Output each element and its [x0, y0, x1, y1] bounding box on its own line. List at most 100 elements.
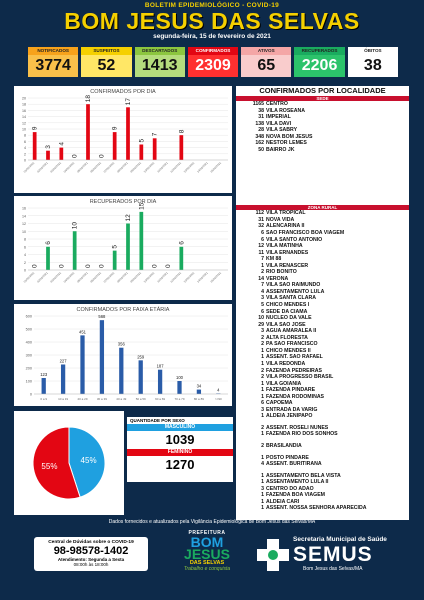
locality-name: ALDEIA CARÍ	[266, 498, 300, 505]
age-group-panel: CONFIRMADOS POR FAIXA ETÁRIA 0 100 200 300 4…	[14, 304, 232, 406]
locality-name: ASSENTAMENTO LULA II	[266, 479, 329, 486]
y-tick-label: 600	[26, 315, 32, 319]
locality-name: VILA SANTA CLARA	[266, 295, 316, 302]
locality-count: 11	[258, 249, 264, 256]
locality-count: 1	[261, 262, 264, 269]
list-item: 1 POSTO PINDARÉ	[236, 455, 409, 462]
y-tick-label: 12	[22, 222, 26, 226]
x-tick-label: 13/02/2021	[183, 161, 196, 174]
x-tick-label: 30 a 39	[97, 397, 107, 401]
y-tick-label: 16	[22, 207, 26, 211]
list-item: 1 CHICO MENDES II	[236, 348, 409, 355]
x-tick-label: 10 a 19	[58, 397, 68, 401]
sex-pie-chart: 45% 55%	[32, 426, 106, 500]
locality-name: BAIRRO JK	[266, 146, 295, 153]
data-label: 18	[85, 95, 92, 103]
bar	[99, 320, 105, 394]
list-item: 6 SÃO FRANCISCO BOA VIAGEM	[236, 230, 409, 237]
x-tick-label: 07/02/2021	[103, 271, 116, 284]
data-label: 5	[112, 245, 119, 249]
locality-count: 3	[261, 295, 264, 302]
stat-label: CONFIRMADOS	[187, 47, 239, 55]
contact-phone[interactable]: 98-98578-1402	[53, 545, 129, 557]
data-label: 15	[138, 202, 145, 210]
list-item: 1 ALDEIA JENIPAPO	[236, 413, 409, 420]
pref-name2: JESUS	[184, 546, 230, 562]
locality-count: 31	[258, 114, 264, 121]
locality-name: FAZENDA PINDARÉ	[266, 387, 316, 394]
male-value: 1039	[165, 432, 195, 447]
locality-count: 7	[261, 282, 264, 289]
list-item: 50 BAIRRO JK	[236, 147, 409, 154]
locality-count: 38	[258, 107, 264, 114]
recovered-per-day-chart: 0246810121416001/02/2021602/02/2021003/0…	[22, 202, 228, 284]
locality-name: ASSENT. SÃO RAFAEL	[266, 354, 323, 361]
locality-count: 1	[261, 387, 264, 394]
semus-logo: Secretaria Municipal de Saúde SEMUS Bom …	[255, 533, 395, 577]
pref-name3: DAS SELVAS	[189, 560, 225, 566]
stat-value: 3774	[28, 55, 79, 77]
bar	[139, 211, 144, 270]
locality-count: 2	[261, 367, 264, 374]
pref-slogan: Trabalho e conquista	[183, 566, 231, 572]
locality-name: CHICO MENDES II	[266, 347, 311, 354]
y-tick-label: 400	[26, 341, 32, 345]
bar	[196, 389, 202, 394]
sex-pie-panel: 45% 55%	[14, 411, 124, 515]
x-tick-label: 60 a 69	[155, 397, 165, 401]
confirmed-per-day-chart: 0 2 4 6 8 10 12 14 16 18 20 9 01/02/2021 3 02/02/2021 4…	[22, 95, 228, 174]
x-tick-label: 09/02/2021	[129, 161, 142, 174]
list-item: 1 ALDEIA CARÍ	[236, 499, 409, 506]
locality-name: VILA GOIANIA	[266, 380, 302, 387]
y-tick-label: 0	[30, 393, 32, 397]
semus-line1: Secretaria Municipal de Saúde	[293, 536, 387, 543]
list-item: 1165 CENTRO	[236, 101, 409, 108]
data-label: 0	[165, 264, 172, 268]
rural-list-3: 2 BRASILANDIA	[236, 443, 409, 450]
locality-count: 12	[258, 243, 264, 250]
list-item: 2 FAZENDA PEDREIRAS	[236, 368, 409, 375]
x-tick-label: 13/02/2021	[183, 271, 196, 284]
locality-name: SEDE DA CIAMA	[266, 308, 308, 315]
x-tick-label: 20 a 29	[77, 397, 87, 401]
data-label: 356	[118, 342, 126, 347]
list-item: 6 VILA SANTO ANTONIO	[236, 237, 409, 244]
locality-count: 3	[261, 485, 264, 492]
y-tick-label: 10	[22, 128, 26, 132]
list-item: 32 ALENCARINA II	[236, 223, 409, 230]
y-tick-label: 0	[24, 269, 26, 273]
locality-count: 1	[261, 498, 264, 505]
locality-name: NOVA VIDA	[266, 216, 295, 223]
list-item: 2 ASSENT. ROSELI NUNES	[236, 425, 409, 432]
pie-label: 55%	[41, 462, 57, 471]
data-label: 8	[178, 129, 185, 133]
locality-name: VILA SABRY	[266, 127, 298, 134]
female-label: FEMININO	[127, 449, 233, 456]
locality-count: 32	[258, 223, 264, 230]
data-label: 0	[72, 154, 79, 158]
data-label: 6	[178, 241, 185, 245]
y-tick-label: 12	[22, 121, 26, 125]
recovered-per-day-panel: RECUPERADOS POR DIA 0 2 4 6 8 10 12 14 16 0 01/02/…	[14, 196, 232, 300]
y-tick-label: 4	[24, 146, 26, 150]
data-label: 7	[152, 132, 159, 136]
locality-count: 1	[261, 393, 264, 400]
list-item: 1 ASSENT. SÃO RAFAEL	[236, 354, 409, 361]
locality-name: SÃO FRANCISCO BOA VIAGEM	[266, 230, 345, 237]
semus-line2: Bom Jesus das Selvas/MA	[303, 566, 363, 572]
locality-name: ALTA FLORESTA	[266, 334, 308, 341]
data-label: 187	[157, 364, 165, 369]
x-tick-label: 02/02/2021	[36, 271, 49, 284]
report-header: BOLETIM EPIDEMIOLÓGICO - COVID-19 BOM JE…	[0, 0, 424, 46]
x-tick-label: 0 a 9	[40, 397, 47, 401]
locality-count: 2	[261, 442, 264, 449]
bar	[59, 147, 64, 160]
locality-count: 7	[261, 256, 264, 263]
locality-count: 138	[255, 120, 264, 127]
data-label: 227	[60, 358, 68, 363]
x-tick-label: 10/02/2021	[143, 271, 156, 284]
x-tick-label: 12/02/2021	[169, 271, 182, 284]
list-item: 38 VILA ROSEANA	[236, 108, 409, 115]
pref-top: PREFEITURA	[188, 530, 226, 536]
locality-name: CENTRO	[266, 101, 288, 107]
